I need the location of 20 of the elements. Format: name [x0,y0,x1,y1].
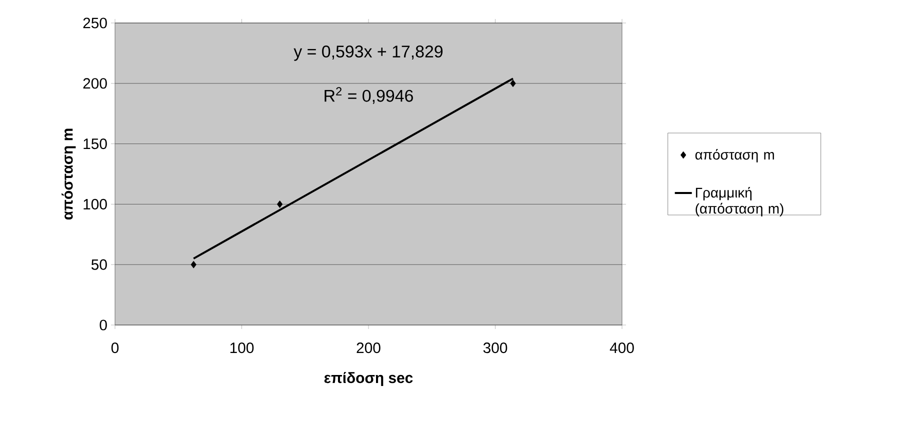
point [190,260,196,268]
point [510,80,516,88]
y-tick-label: 200 [83,78,107,89]
x-tick-label: 100 [230,342,254,354]
legend-label: Γραμμική (απόσταση m) [696,186,784,216]
annotation: R$^{2}$ = 0,9946 [324,87,413,104]
y-tick-label: 50 [91,259,107,270]
y-axis-title: απόσταση m [62,128,76,220]
x-tick-label: 0 [111,342,119,354]
y-tick-label: 0 [100,320,107,330]
x-tick-label: 400 [610,342,634,354]
x-tick-label: 300 [483,342,508,354]
y-tick-label: 150 [84,138,107,150]
x-axis-title: επίδοση sec [324,372,413,386]
annotation: y = 0,593x + 17,829 [294,46,443,61]
point [276,200,283,208]
legend-label: απόσταση m [695,148,774,162]
x-tick-label: 200 [356,342,380,354]
y-tick-label: 250 [83,18,107,28]
y-tick-label: 100 [84,198,107,210]
